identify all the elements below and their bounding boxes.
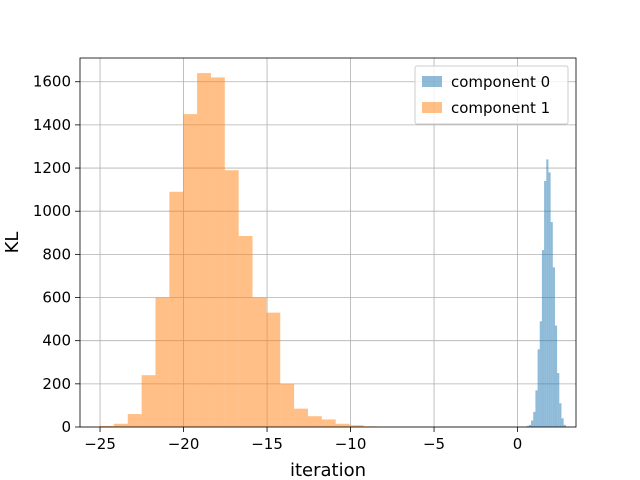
histogram-bar-component-1 [252, 297, 267, 427]
histogram-bar-component-1 [155, 297, 170, 427]
histogram-bar-component-0 [541, 250, 545, 427]
histogram-bar-component-1 [100, 425, 114, 427]
legend: component 0 component 1 [414, 65, 569, 125]
x-tick-label: −25 [84, 435, 116, 453]
histogram-bar-component-1 [294, 408, 308, 427]
histogram-bar-component-0 [546, 159, 549, 427]
x-tick-label: −10 [335, 435, 367, 453]
plot-frame [79, 57, 577, 428]
histogram-bar-component-0 [563, 424, 566, 427]
x-tick-label: −15 [251, 435, 283, 453]
y-tick-label: 0 [61, 418, 71, 436]
histogram-bar-component-1 [266, 312, 281, 427]
y-axis-label: KL [2, 232, 23, 254]
histogram-bar-component-1 [183, 114, 198, 428]
legend-label-component-1: component 1 [451, 99, 550, 117]
y-tick-label: 1000 [33, 202, 71, 220]
y-tick-label: 600 [42, 289, 71, 307]
histogram-bar-component-0 [550, 222, 553, 427]
legend-swatch-component-1 [422, 102, 442, 113]
histogram-bar-component-1 [210, 77, 225, 427]
histogram-bar-component-0 [554, 325, 558, 427]
histogram-bar-component-0 [526, 425, 529, 427]
histogram-bar-component-0 [533, 411, 536, 427]
legend-swatch-component-0 [422, 76, 442, 87]
histogram-bar-component-1 [335, 423, 350, 427]
histogram-bar-component-0 [548, 172, 551, 427]
histogram-bar-component-1 [169, 191, 184, 427]
x-axis-label: iteration [290, 460, 366, 480]
histogram-bar-component-0 [528, 424, 532, 427]
histogram-bar-component-1 [141, 375, 156, 427]
histogram-bar-component-0 [557, 373, 560, 427]
x-tick-label: −5 [423, 435, 445, 453]
histogram-bar-component-1 [307, 416, 322, 427]
legend-label-component-0: component 0 [451, 73, 550, 91]
histogram-bar-component-1 [113, 423, 128, 427]
histogram-bar-component-0 [561, 418, 564, 427]
histogram-bar-component-0 [552, 267, 555, 427]
histogram-bar-component-1 [280, 383, 295, 427]
y-tick-label: 1600 [33, 73, 71, 91]
histogram-bar-component-0 [537, 349, 540, 427]
histogram-bar-component-0 [531, 420, 534, 427]
x-tick-label: 0 [513, 435, 523, 453]
y-tick-label: 800 [42, 245, 71, 263]
axis-ticks: −25 −20 −15 −10 −5 0 0 200 400 600 800 1000 1200 1400… [33, 73, 523, 453]
legend-box [414, 65, 569, 125]
histogram-bar-component-1 [224, 170, 239, 428]
y-tick-label: 400 [42, 332, 71, 350]
y-tick-label: 1200 [33, 159, 71, 177]
histogram-bar-component-1 [197, 73, 211, 428]
histogram-bar-component-0 [544, 181, 547, 427]
x-tick-label: −20 [168, 435, 200, 453]
histogram-bars [100, 73, 566, 428]
histogram-bar-component-1 [321, 419, 336, 427]
y-tick-label: 200 [42, 375, 71, 393]
histogram-bar-component-0 [539, 321, 542, 427]
histogram-bar-component-1 [127, 414, 142, 427]
histogram-bar-component-1 [349, 425, 364, 427]
y-tick-label: 1400 [33, 116, 71, 134]
histogram-bar-component-0 [535, 390, 538, 427]
histogram-bar-component-0 [559, 403, 562, 427]
histogram-bar-component-1 [238, 236, 253, 427]
